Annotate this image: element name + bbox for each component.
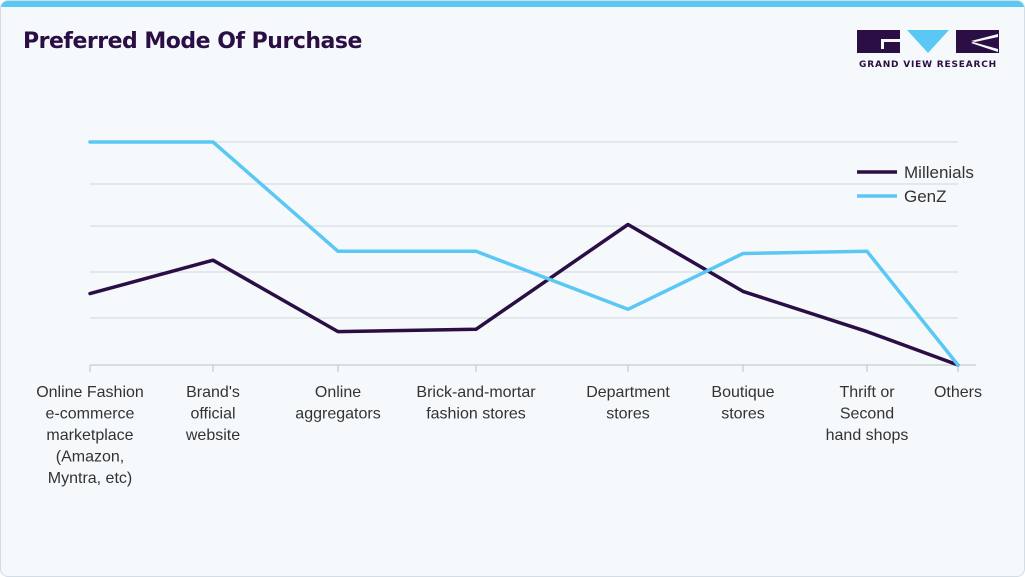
grand-view-research-logo: GRAND VIEW RESEARCH: [857, 30, 999, 72]
series-line-millenials: [88, 222, 960, 367]
x-tick-label: Brick-and-mortar fashion stores: [416, 384, 536, 423]
series-line-genz: [88, 140, 960, 367]
legend-label-millenials: Millenials: [904, 163, 974, 182]
x-tick-label: Online aggregators: [295, 384, 380, 423]
x-tick-label: Department stores: [586, 384, 670, 423]
x-tick-label: Brand's official website: [185, 384, 240, 444]
top-accent-bar: [1, 1, 1024, 7]
page-title: Preferred Mode Of Purchase: [23, 29, 362, 54]
x-tick-label: Thrift or Second hand shops: [826, 384, 909, 444]
x-tick-label: Online Fashion e-commerce marketplace (Amaz…: [36, 384, 144, 487]
x-tick-label: Others: [934, 384, 982, 401]
x-tick-label: Boutique stores: [711, 384, 774, 423]
legend-label-genz: GenZ: [904, 187, 947, 206]
logo-mark-icon: [857, 30, 999, 53]
logo-text: GRAND VIEW RESEARCH: [859, 60, 997, 70]
